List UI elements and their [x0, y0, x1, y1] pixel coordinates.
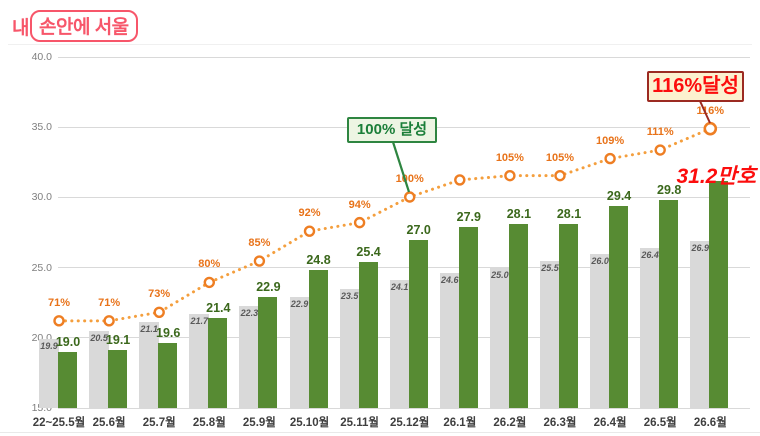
plan-value-label: 21.1 — [140, 324, 158, 335]
final-value-label: 31.2만호 — [676, 165, 756, 188]
plan-bar — [640, 247, 661, 408]
plan-bar — [389, 280, 410, 408]
actual-value-label: 27.0 — [406, 222, 431, 237]
actual-value-label: 24.8 — [306, 253, 331, 268]
plan-bar — [690, 240, 711, 408]
actual-bar — [108, 350, 128, 408]
plan-value-label: 25.0 — [491, 269, 509, 280]
x-axis-label: 25.11월 — [340, 417, 379, 429]
y-axis-label: 25.0 — [31, 261, 52, 274]
actual-value-label: 25.4 — [356, 244, 381, 259]
y-axis-label: 40.0 — [31, 51, 52, 63]
actual-bar — [709, 180, 729, 408]
plan-bar — [339, 288, 360, 408]
actual-bar — [659, 200, 679, 408]
x-axis-label: 26.3월 — [543, 417, 577, 429]
x-axis-label: 25.6월 — [92, 417, 126, 429]
x-axis-label: 25.10월 — [289, 417, 330, 429]
achievement-rate-label: 71% — [98, 296, 121, 309]
achievement-rate-label: 109% — [596, 134, 625, 147]
actual-value-label: 19.6 — [156, 326, 181, 341]
plan-value-label: 22.3 — [240, 307, 259, 318]
achievement-rate-label: 105% — [495, 151, 524, 164]
x-axis-label: 25.9월 — [242, 417, 276, 429]
actual-bar — [158, 343, 178, 408]
achievement-rate-label: 92% — [298, 207, 321, 220]
bottom-divider — [0, 432, 760, 433]
y-gridline — [58, 196, 750, 198]
plan-bar — [189, 313, 210, 408]
plan-value-label: 24.6 — [441, 275, 459, 286]
achievement-rate-label: 85% — [248, 237, 271, 250]
x-axis-label: 26.6월 — [693, 417, 727, 429]
plan-bar — [39, 339, 59, 408]
achievement-rate-label: 105% — [545, 151, 575, 164]
x-axis-label: 26.1월 — [443, 417, 477, 429]
plan-value-label: 23.5 — [340, 290, 359, 301]
plan-value-label: 26.9 — [691, 242, 710, 253]
y-gridline — [58, 407, 750, 409]
plan-bar — [139, 322, 160, 408]
actual-bar — [258, 297, 278, 408]
plan-value-label: 26.0 — [591, 255, 609, 266]
achievement-rate-label: 71% — [47, 296, 71, 309]
x-axis-label: 22~25.5월 — [32, 417, 86, 429]
plan-bar — [439, 273, 460, 408]
actual-value-label: 29.8 — [657, 183, 682, 198]
logo-boxed-text: 손안에 서울 — [29, 10, 138, 42]
actual-bar — [308, 270, 328, 408]
actual-bar — [508, 224, 528, 408]
actual-bar — [358, 261, 378, 408]
actual-value-label: 22.9 — [256, 280, 281, 295]
actual-value-label: 29.4 — [606, 188, 632, 203]
plan-bar — [590, 253, 611, 408]
plan-bar — [89, 330, 110, 408]
actual-bar — [609, 205, 629, 408]
x-axis-label: 26.5월 — [643, 417, 677, 429]
actual-value-label: 27.9 — [456, 209, 481, 224]
plan-value-label: 25.5 — [541, 262, 559, 273]
achievement-rate-label: 100% — [395, 173, 424, 185]
actual-bar — [458, 226, 478, 408]
actual-value-label: 19.0 — [55, 334, 81, 349]
achievement-rate-label: 111% — [646, 126, 674, 139]
x-axis-label: 25.7월 — [142, 417, 176, 429]
top-divider — [8, 44, 752, 45]
plan-bar — [239, 305, 260, 408]
plan-value-label: 20.5 — [90, 332, 108, 343]
actual-value-label: 28.1 — [556, 207, 582, 222]
plan-value-label: 24.1 — [390, 282, 409, 293]
y-gridline — [58, 267, 750, 269]
plan-value-label: 21.7 — [190, 315, 209, 326]
x-axis-label: 26.2월 — [493, 417, 527, 429]
callout-116-percent-achieved: 116%달성 — [647, 71, 744, 102]
seoul-in-my-hand-logo: 내 손안에 서울 — [12, 10, 138, 42]
plan-bar — [489, 267, 510, 408]
actual-bar — [58, 351, 77, 408]
callout-100-percent-achieved: 100% 달성 — [347, 117, 437, 143]
actual-bar — [559, 224, 578, 408]
plan-bar — [289, 297, 310, 408]
achievement-rate-label: 73% — [148, 288, 171, 301]
x-axis-label: 25.12월 — [390, 417, 430, 429]
actual-bar — [208, 318, 228, 408]
plan-value-label: 26.4 — [641, 249, 659, 260]
actual-value-label: 28.1 — [506, 207, 532, 222]
actual-value-label: 21.4 — [206, 301, 231, 316]
plan-value-label: 22.9 — [290, 299, 309, 310]
y-gridline — [58, 56, 750, 58]
plan-value-label: 19.9 — [40, 341, 58, 352]
achievement-rate-label: 94% — [348, 198, 371, 211]
achievement-rate-label: 80% — [198, 258, 221, 271]
y-axis-label: 35.0 — [31, 121, 52, 134]
actual-value-label: 19.1 — [105, 333, 131, 348]
plan-bar — [540, 260, 560, 408]
x-axis-label: 25.8월 — [192, 417, 226, 429]
actual-bar — [408, 239, 428, 408]
y-axis-label: 30.0 — [31, 191, 52, 204]
logo-prefix: 내 — [12, 17, 29, 39]
x-axis-label: 26.4월 — [593, 417, 627, 429]
